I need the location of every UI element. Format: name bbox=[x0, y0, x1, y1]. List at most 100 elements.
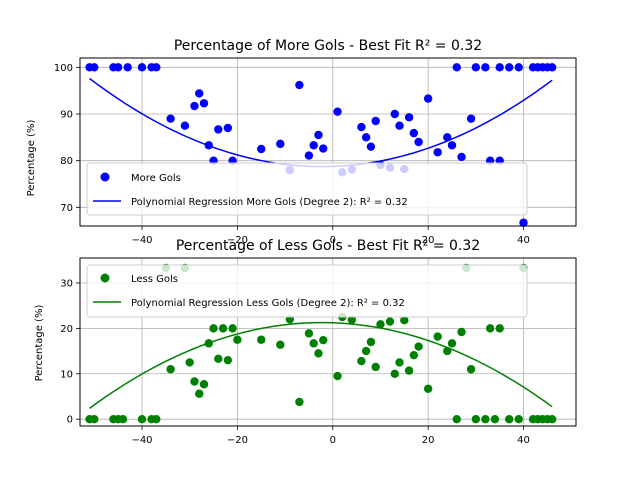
more-gols-data-point bbox=[314, 130, 323, 140]
less-gols-data-point bbox=[371, 362, 380, 372]
more-gols-data-point bbox=[481, 63, 490, 72]
more-gols-data-point bbox=[223, 123, 233, 133]
more-gols-data-point bbox=[190, 101, 199, 111]
more-gols-x-tick-label: −20 bbox=[227, 235, 248, 246]
less-gols-data-point bbox=[309, 339, 318, 348]
more-gols-data-point bbox=[366, 142, 376, 151]
more-gols-data-point bbox=[519, 218, 528, 227]
more-gols-y-tick-label: 90 bbox=[60, 110, 73, 121]
less-gols-data-point bbox=[190, 377, 199, 386]
less-gols-data-point bbox=[137, 414, 147, 424]
more-gols-legend-fit-label: Polynomial Regression More Gols (Degree … bbox=[131, 197, 408, 208]
more-gols-data-point bbox=[471, 63, 481, 72]
more-gols-data-point bbox=[180, 121, 190, 130]
more-gols-data-point bbox=[195, 89, 204, 98]
less-gols-data-point bbox=[457, 327, 466, 337]
less-gols-data-point bbox=[223, 355, 233, 365]
more-gols-x-tick-label: 0 bbox=[330, 235, 336, 246]
less-gols-legend-fit-label: Polynomial Regression Less Gols (Degree … bbox=[131, 298, 405, 309]
more-gols-data-point bbox=[152, 63, 161, 72]
more-gols-y-axis-label: Percentage (%) bbox=[26, 120, 37, 197]
more-gols-data-point bbox=[404, 113, 414, 122]
more-gols-legend: More Gols Polynomial Regression More Gol… bbox=[86, 162, 528, 216]
more-gols-data-point bbox=[276, 139, 285, 149]
less-gols-data-point bbox=[90, 414, 99, 424]
less-gols-legend-box bbox=[86, 264, 528, 318]
more-gols-data-point bbox=[295, 80, 304, 90]
more-gols-data-point bbox=[137, 63, 147, 72]
more-gols-data-point bbox=[452, 63, 461, 72]
less-gols-data-point bbox=[361, 346, 371, 356]
less-gols-x-tick-label: −40 bbox=[131, 435, 152, 446]
less-gols-legend-marker bbox=[100, 273, 110, 283]
less-gols-regression-curve bbox=[89, 321, 553, 409]
more-gols-data-point bbox=[457, 152, 466, 162]
less-gols-data-point bbox=[505, 414, 514, 424]
less-gols-data-point bbox=[547, 414, 557, 424]
less-gols-data-point bbox=[333, 371, 342, 381]
more-gols-data-point bbox=[547, 63, 557, 72]
more-gols-x-tick-label: 20 bbox=[422, 235, 435, 246]
more-gols-data-point bbox=[495, 63, 504, 72]
less-gols-data-point bbox=[295, 397, 304, 407]
more-gols-x-tick-label: 40 bbox=[517, 235, 530, 246]
less-gols-data-point bbox=[218, 324, 228, 333]
less-gols-x-tick-label: −20 bbox=[227, 435, 248, 446]
less-gols-data-point bbox=[423, 384, 433, 393]
less-gols-data-point bbox=[414, 342, 423, 351]
more-gols-data-point bbox=[309, 141, 318, 150]
less-gols-data-point bbox=[233, 335, 242, 344]
more-gols-data-point bbox=[414, 137, 423, 147]
more-gols-data-point bbox=[361, 133, 371, 142]
less-gols-y-axis-label: Percentage (%) bbox=[34, 305, 45, 382]
less-gols-data-point bbox=[495, 324, 504, 333]
less-gols-data-point bbox=[185, 358, 194, 367]
less-gols-data-point bbox=[257, 335, 266, 344]
more-gols-legend-marker bbox=[100, 172, 110, 182]
more-gols-data-point bbox=[409, 128, 419, 138]
less-gols-data-point bbox=[490, 414, 500, 424]
less-gols-y-tick-label: 20 bbox=[60, 324, 73, 335]
more-gols-data-point bbox=[214, 125, 223, 134]
more-gols-data-point bbox=[395, 121, 404, 130]
less-gols-data-point bbox=[390, 369, 399, 378]
less-gols-data-point bbox=[209, 324, 218, 333]
less-gols-data-point bbox=[195, 389, 204, 398]
less-gols-y-tick-label: 0 bbox=[67, 415, 73, 426]
more-gols-y-tick-label: 100 bbox=[54, 63, 73, 74]
more-gols-data-point bbox=[390, 109, 399, 119]
less-gols-legend: Less Gols Polynomial Regression Less Gol… bbox=[86, 264, 528, 318]
less-gols-data-point bbox=[471, 414, 481, 424]
less-gols-y-tick-label: 10 bbox=[60, 369, 73, 380]
less-gols-data-point bbox=[152, 414, 161, 424]
less-gols-x-tick-label: 0 bbox=[330, 435, 336, 446]
more-gols-ticks: −40 −20 0 20 40 70 80 90 100 bbox=[54, 63, 530, 246]
more-gols-data-point bbox=[333, 107, 342, 116]
more-gols-data-point bbox=[304, 151, 314, 160]
less-gols-data-point bbox=[214, 354, 223, 363]
more-gols-y-tick-label: 70 bbox=[60, 203, 73, 214]
less-gols-data-point bbox=[485, 324, 495, 333]
less-gols-x-tick-label: 40 bbox=[517, 435, 530, 446]
more-gols-legend-label: More Gols bbox=[131, 173, 181, 184]
less-gols-data-point bbox=[357, 356, 366, 366]
more-gols-data-point bbox=[166, 114, 175, 123]
less-gols-data-point bbox=[385, 317, 395, 326]
less-gols-data-point bbox=[319, 335, 328, 345]
more-gols-data-point bbox=[423, 94, 433, 103]
less-gols-x-tick-label: 20 bbox=[422, 435, 435, 446]
less-gols-data-point bbox=[481, 414, 490, 424]
less-gols-data-point bbox=[409, 350, 419, 360]
more-gols-y-tick-label: 80 bbox=[60, 156, 73, 167]
less-gols-legend-label: Less Gols bbox=[131, 274, 178, 285]
more-gols-data-point bbox=[371, 116, 380, 126]
more-gols-data-point bbox=[505, 63, 514, 72]
more-gols-legend-box bbox=[86, 162, 528, 216]
more-gols-data-point bbox=[90, 63, 99, 72]
less-gols-data-point bbox=[447, 339, 457, 348]
more-gols-data-point bbox=[199, 99, 209, 108]
more-gols-data-point bbox=[113, 63, 123, 72]
less-gols-data-point bbox=[514, 414, 523, 424]
